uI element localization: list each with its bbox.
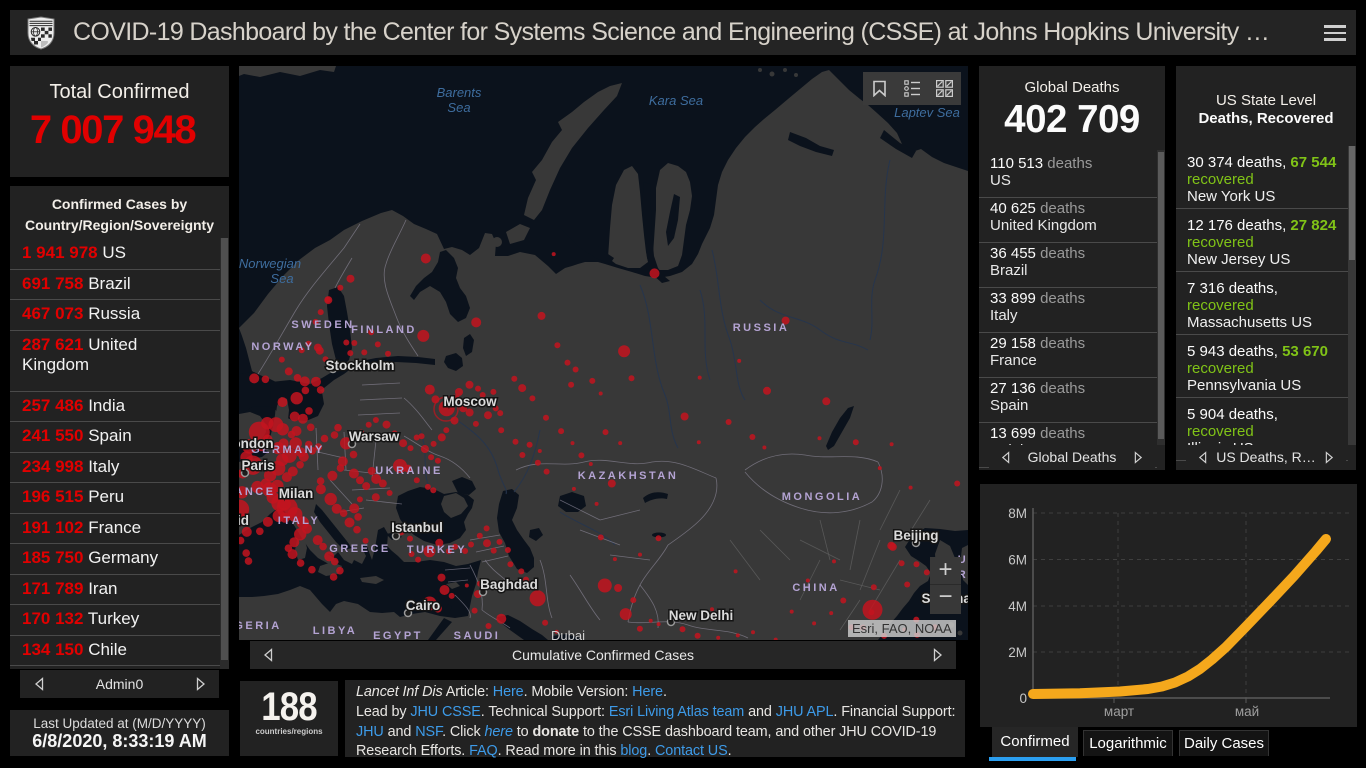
- svg-text:EGYPT: EGYPT: [373, 630, 423, 640]
- svg-text:S: S: [921, 591, 930, 606]
- svg-text:GERIA: GERIA: [239, 620, 282, 632]
- svg-text:Baghdad: Baghdad: [480, 577, 538, 592]
- svg-text:U: U: [958, 554, 968, 566]
- svg-text:Beijing: Beijing: [893, 528, 938, 543]
- svg-text:Cairo: Cairo: [406, 598, 441, 613]
- svg-text:LIBYA: LIBYA: [313, 625, 358, 637]
- svg-text:SAUDI: SAUDI: [454, 630, 501, 640]
- svg-text:Stockholm: Stockholm: [325, 358, 394, 373]
- svg-text:Dubai: Dubai: [551, 628, 585, 640]
- svg-text:Sea: Sea: [270, 271, 293, 286]
- svg-text:MONGOLIA: MONGOLIA: [782, 491, 863, 503]
- svg-text:6M: 6M: [1008, 553, 1027, 568]
- svg-text:CHINA: CHINA: [792, 582, 839, 594]
- svg-text:Sea: Sea: [447, 100, 470, 115]
- svg-text:Norwegian: Norwegian: [239, 256, 301, 271]
- svg-text:2M: 2M: [1008, 645, 1027, 660]
- svg-text:Milan: Milan: [279, 486, 314, 501]
- svg-text:8M: 8M: [1008, 506, 1027, 521]
- svg-text:NORWAY: NORWAY: [251, 341, 314, 353]
- svg-text:Barents: Barents: [437, 85, 482, 100]
- svg-text:R: R: [958, 569, 968, 581]
- svg-text:GERMANY: GERMANY: [251, 444, 325, 456]
- svg-text:ondon: ondon: [239, 436, 274, 451]
- svg-text:март: март: [1104, 704, 1134, 719]
- svg-text:Moscow: Moscow: [443, 394, 497, 409]
- svg-text:RUSSIA: RUSSIA: [733, 322, 790, 334]
- svg-text:май: май: [1235, 704, 1259, 719]
- svg-text:4M: 4M: [1008, 599, 1027, 614]
- svg-text:FINLAND: FINLAND: [351, 324, 417, 336]
- svg-text:TURKEY: TURKEY: [407, 544, 467, 556]
- svg-text:Istanbul: Istanbul: [391, 520, 443, 535]
- svg-text:SWEDEN: SWEDEN: [291, 319, 354, 331]
- svg-text:GREECE: GREECE: [329, 543, 390, 555]
- svg-text:Paris: Paris: [241, 458, 274, 473]
- svg-text:Warsaw: Warsaw: [349, 429, 400, 444]
- svg-text:UKRAINE: UKRAINE: [375, 465, 443, 477]
- svg-text:0: 0: [1019, 691, 1027, 706]
- svg-text:ITALY: ITALY: [278, 515, 320, 527]
- svg-text:Laptev Sea: Laptev Sea: [894, 105, 960, 120]
- svg-text:KAZAKHSTAN: KAZAKHSTAN: [578, 470, 679, 482]
- svg-text:New Delhi: New Delhi: [669, 608, 734, 623]
- svg-text:Kara Sea: Kara Sea: [649, 93, 703, 108]
- svg-text:id: id: [239, 513, 249, 528]
